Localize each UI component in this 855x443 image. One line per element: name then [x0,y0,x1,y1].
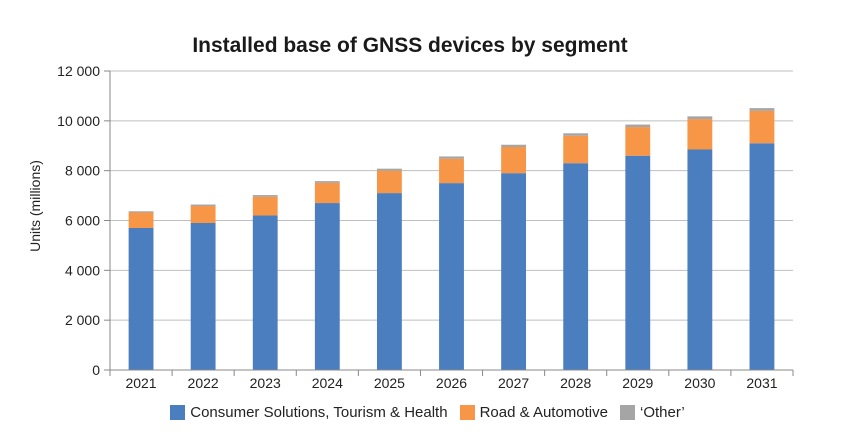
bar-segment [190,206,216,223]
bar-segment [252,215,278,370]
bar-segment [376,168,402,171]
legend-swatch [459,405,475,420]
y-tick-label: 2 000 [65,312,100,328]
bar-segment [314,203,340,370]
x-tick-label: 2028 [560,375,591,391]
bar-segment [314,182,340,204]
x-tick-label: 2022 [188,375,219,391]
bar-segment [190,222,216,370]
legend-label: Consumer Solutions, Tourism & Health [190,404,448,421]
y-tick-label: 12 000 [57,63,100,79]
axes: 0 2 000 4 000 6 000 8 000 10 000 12 000 2021 202… [57,63,794,391]
chart-title: Installed base of GNSS devices by segmen… [192,34,628,57]
bar-segment [128,227,154,370]
bar-segment [625,127,651,156]
bar-segment [687,149,713,370]
legend-item: ‘Other’ [620,404,685,421]
bar-segment [376,170,402,194]
bar-segment [314,181,340,183]
y-tick-label: 4 000 [65,262,100,278]
bar-segment [749,108,775,111]
x-tick-label: 2025 [374,375,405,391]
x-tick-label: 2027 [498,375,529,391]
y-tick-label: 0 [92,362,100,378]
x-tick-label: 2029 [622,375,653,391]
bar-segment [501,144,527,147]
bar-segment [563,163,589,370]
x-tick-label: 2030 [684,375,715,391]
bar-segment [749,143,775,370]
legend-item: Road & Automotive [459,404,608,421]
y-axis-label: Units (millions) [27,160,43,252]
x-tick-label: 2024 [312,375,343,391]
x-tick-label: 2021 [125,375,156,391]
bar-segment [687,116,713,120]
legend-item: Consumer Solutions, Tourism & Health [170,404,448,421]
bar-segment [749,110,775,144]
bars [128,108,775,370]
legend-swatch [170,405,186,420]
bar-segment [625,155,651,370]
bar-segment [563,135,589,164]
bar-segment [687,119,713,150]
bar-segment [563,133,589,136]
bar-segment [376,193,402,370]
bar-segment [625,124,651,128]
bar-segment [439,158,464,184]
y-tick-label: 10 000 [57,113,100,129]
x-tick-label: 2023 [250,375,281,391]
bar-segment [439,183,464,370]
bar-segment [128,211,154,213]
y-tick-label: 8 000 [65,163,100,179]
bar-segment [501,146,527,174]
y-tick-label: 6 000 [65,213,100,229]
x-tick-label: 2031 [746,375,777,391]
legend: Consumer Solutions, Tourism & Health Road… [0,404,855,421]
bar-segment [439,156,464,159]
x-tick-label: 2026 [436,375,467,391]
legend-label: ‘Other’ [640,404,685,421]
bar-segment [252,196,278,216]
bar-segment [128,212,154,228]
legend-label: Road & Automotive [479,404,608,421]
bar-segment [252,195,278,197]
legend-swatch [620,405,635,420]
bar-segment [190,204,216,207]
bar-segment [501,173,527,370]
